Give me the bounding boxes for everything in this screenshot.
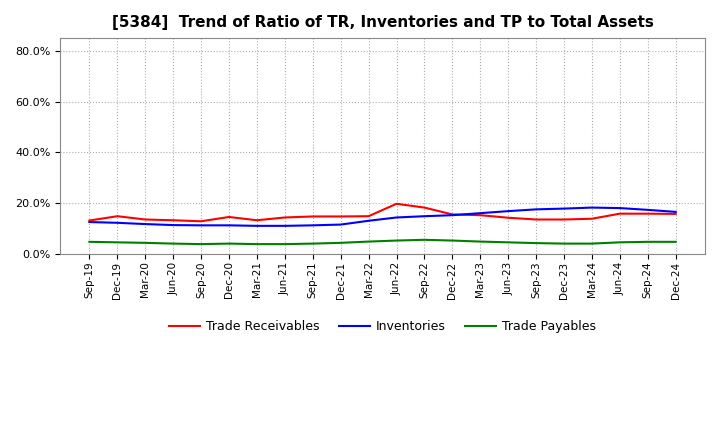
- Inventories: [281, 223, 289, 228]
- Legend: Trade Receivables, Inventories, Trade Payables: Trade Receivables, Inventories, Trade Pa…: [164, 315, 601, 338]
- Inventories: [588, 205, 596, 210]
- Trade Receivables: [588, 216, 596, 221]
- Trade Payables: [392, 238, 401, 243]
- Trade Payables: [420, 237, 428, 242]
- Inventories: [616, 205, 624, 211]
- Inventories: [448, 213, 456, 218]
- Inventories: [420, 213, 428, 219]
- Trade Payables: [253, 242, 261, 247]
- Inventories: [392, 215, 401, 220]
- Trade Receivables: [113, 213, 122, 219]
- Trade Receivables: [281, 215, 289, 220]
- Line: Trade Payables: Trade Payables: [89, 240, 675, 244]
- Trade Payables: [85, 239, 94, 245]
- Trade Receivables: [169, 218, 178, 223]
- Trade Payables: [476, 239, 485, 244]
- Inventories: [336, 222, 345, 227]
- Inventories: [308, 223, 317, 228]
- Trade Receivables: [559, 217, 568, 222]
- Line: Trade Receivables: Trade Receivables: [89, 204, 675, 221]
- Trade Payables: [197, 242, 205, 247]
- Inventories: [364, 218, 373, 224]
- Trade Receivables: [225, 214, 233, 220]
- Trade Receivables: [644, 211, 652, 216]
- Trade Payables: [141, 240, 150, 246]
- Trade Receivables: [253, 218, 261, 223]
- Trade Payables: [532, 240, 541, 246]
- Inventories: [476, 210, 485, 216]
- Trade Receivables: [532, 217, 541, 222]
- Trade Payables: [559, 241, 568, 246]
- Line: Inventories: Inventories: [89, 208, 675, 226]
- Inventories: [225, 223, 233, 228]
- Inventories: [141, 221, 150, 227]
- Trade Payables: [308, 241, 317, 246]
- Inventories: [504, 209, 513, 214]
- Inventories: [559, 206, 568, 211]
- Trade Receivables: [197, 219, 205, 224]
- Trade Payables: [281, 242, 289, 247]
- Trade Payables: [169, 241, 178, 246]
- Trade Payables: [448, 238, 456, 243]
- Trade Payables: [671, 239, 680, 245]
- Trade Receivables: [141, 217, 150, 222]
- Trade Payables: [225, 241, 233, 246]
- Inventories: [671, 209, 680, 215]
- Trade Receivables: [85, 218, 94, 223]
- Trade Payables: [616, 240, 624, 245]
- Trade Payables: [588, 241, 596, 246]
- Trade Receivables: [671, 211, 680, 216]
- Trade Receivables: [308, 214, 317, 219]
- Inventories: [253, 223, 261, 228]
- Trade Payables: [644, 239, 652, 245]
- Inventories: [532, 207, 541, 212]
- Trade Payables: [364, 239, 373, 244]
- Trade Receivables: [420, 205, 428, 210]
- Inventories: [169, 223, 178, 228]
- Trade Receivables: [392, 201, 401, 206]
- Trade Payables: [113, 240, 122, 245]
- Trade Receivables: [336, 214, 345, 219]
- Trade Payables: [336, 240, 345, 246]
- Inventories: [85, 220, 94, 225]
- Inventories: [197, 223, 205, 228]
- Trade Receivables: [448, 212, 456, 217]
- Trade Receivables: [616, 211, 624, 216]
- Trade Receivables: [476, 213, 485, 218]
- Inventories: [644, 207, 652, 213]
- Title: [5384]  Trend of Ratio of TR, Inventories and TP to Total Assets: [5384] Trend of Ratio of TR, Inventories…: [112, 15, 654, 30]
- Inventories: [113, 220, 122, 225]
- Trade Payables: [504, 240, 513, 245]
- Trade Receivables: [504, 215, 513, 220]
- Trade Receivables: [364, 213, 373, 219]
